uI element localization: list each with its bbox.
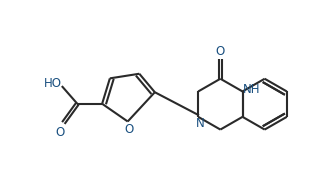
Text: O: O [216,45,225,58]
Text: NH: NH [243,83,261,96]
Text: O: O [56,126,65,139]
Text: HO: HO [44,77,62,90]
Text: O: O [125,123,134,136]
Text: N: N [196,117,205,129]
